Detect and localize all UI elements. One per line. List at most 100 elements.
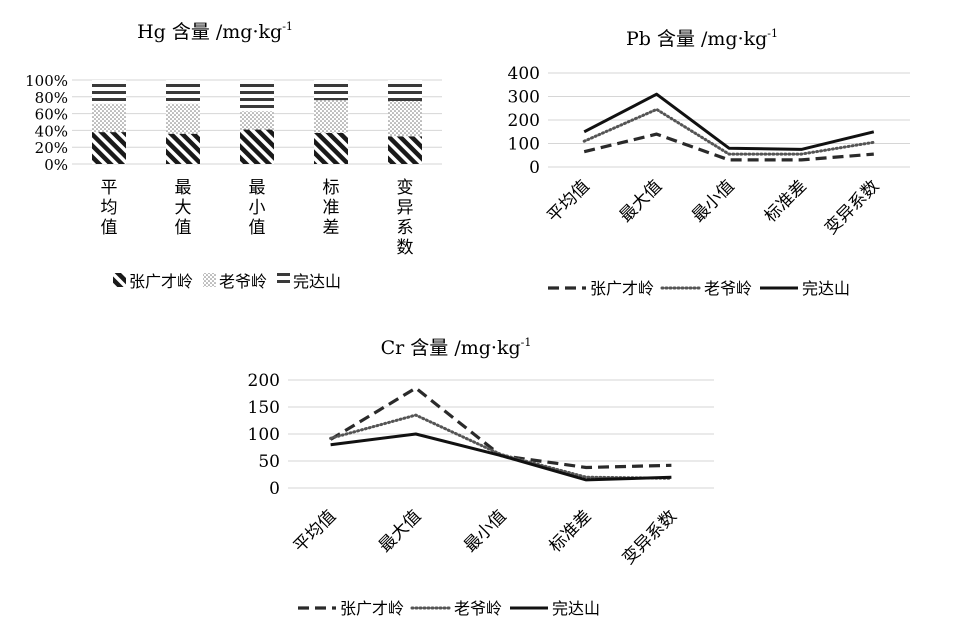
hg-bar-2-2	[240, 80, 274, 112]
hg-bar-1-4	[388, 101, 422, 137]
cr-chart: Cr 含量 /mg·kg-1 0 50 100 150 200 平均值 最大值 最小值 标准差…	[248, 336, 714, 618]
hg-x-tick-char: 值	[101, 218, 118, 238]
pb-series-lines	[582, 92, 876, 162]
hg-bar-2-0	[92, 80, 126, 104]
hg-x-tick-char: 异	[397, 198, 414, 218]
cr-y-tick-label: 100	[248, 425, 280, 445]
pb-y-tick-label: 300	[508, 88, 540, 108]
cr-x-axis-ticks: 平均值 最大值 最小值 标准差 变异系数	[290, 506, 681, 568]
pb-x-axis-ticks: 平均值 最大值 最小值 标准差 变异系数	[544, 176, 884, 238]
pb-y-axis-ticks: 0 100 200 300 400	[508, 64, 540, 178]
hg-chart-title-sup: -1	[282, 20, 293, 33]
pb-y-tick-label: 0	[529, 158, 540, 178]
hg-legend-label-2: 完达山	[293, 272, 341, 291]
hg-bars	[92, 80, 422, 164]
cr-series-line-1	[329, 413, 673, 480]
hg-legend-swatch-1	[203, 273, 216, 287]
hg-bar-2-3	[314, 80, 348, 101]
cr-x-tick-label: 变异系数	[619, 506, 681, 568]
cr-gridlines	[288, 379, 714, 489]
hg-x-tick-char: 最	[175, 178, 192, 198]
hg-y-tick-label: 40%	[35, 122, 68, 140]
hg-legend-swatch-0	[113, 273, 126, 287]
pb-x-tick-label: 变异系数	[821, 176, 883, 238]
cr-legend-label-2: 完达山	[552, 599, 600, 618]
pb-chart: Pb 含量 /mg·kg-1 0 100 200 300 400 平均值 最大值 最小值 标准…	[508, 27, 910, 298]
cr-series-lines	[329, 386, 673, 482]
pb-chart-title-main: Pb 含量 /mg·kg	[626, 28, 767, 50]
cr-x-tick-label: 最小值	[460, 506, 510, 556]
hg-y-axis-ticks: 0%20%40%60%80%100%	[25, 72, 68, 174]
hg-bar-2-1	[166, 80, 200, 104]
hg-y-tick-label: 60%	[35, 106, 68, 124]
hg-x-tick-char: 差	[323, 218, 340, 238]
hg-bar-1-2	[240, 111, 274, 130]
pb-legend-label-1: 老爷岭	[704, 279, 752, 298]
pb-x-tick-label: 标准差	[761, 176, 811, 226]
hg-x-tick-char: 均	[101, 198, 118, 218]
hg-x-tick-char: 值	[249, 218, 266, 238]
pb-chart-title-sup: -1	[767, 27, 778, 40]
pb-series-line-1	[582, 107, 876, 156]
hg-x-tick-char: 变	[397, 178, 414, 198]
cr-series-line-2	[330, 432, 672, 482]
pb-chart-title: Pb 含量 /mg·kg-1	[626, 27, 778, 50]
pb-x-tick-label: 平均值	[544, 176, 594, 226]
pb-x-tick-label: 最小值	[688, 176, 738, 226]
pb-legend-label-2: 完达山	[802, 279, 850, 298]
pb-y-tick-label: 100	[508, 135, 540, 155]
hg-x-tick-char: 准	[323, 198, 340, 218]
hg-y-tick-label: 100%	[25, 72, 68, 90]
hg-x-tick-char: 数	[397, 238, 414, 258]
pb-y-tick-label: 400	[508, 64, 540, 84]
cr-y-axis-ticks: 0 50 100 150 200	[248, 371, 280, 499]
hg-chart-title: Hg 含量 /mg·kg-1	[137, 20, 293, 43]
hg-chart: Hg 含量 /mg·kg-1 0%20%40%60%80%100% 平均值最大值…	[25, 20, 442, 291]
hg-x-tick-char: 大	[175, 198, 192, 218]
hg-legend: 张广才岭 老爷岭 完达山	[113, 272, 341, 291]
cr-x-tick-label: 最大值	[375, 506, 425, 556]
hg-x-tick-char: 平	[101, 178, 118, 198]
cr-y-tick-label: 200	[248, 371, 280, 391]
pb-x-tick-label: 最大值	[616, 176, 666, 226]
hg-legend-label-0: 张广才岭	[129, 272, 193, 291]
hg-bar-1-3	[314, 100, 348, 133]
hg-bar-0-2	[240, 129, 274, 164]
hg-bar-0-1	[166, 133, 200, 164]
hg-y-tick-label: 20%	[35, 139, 68, 157]
hg-x-tick-char: 系	[397, 218, 414, 238]
hg-x-tick-char: 标	[323, 178, 340, 198]
hg-y-tick-label: 80%	[35, 89, 68, 107]
hg-bar-2-4	[388, 80, 422, 101]
pb-series-line-0	[583, 132, 874, 162]
cr-chart-title-main: Cr 含量 /mg·kg	[381, 337, 521, 359]
cr-chart-title: Cr 含量 /mg·kg-1	[381, 336, 532, 359]
hg-x-tick-char: 最	[249, 178, 266, 198]
cr-x-tick-label: 标准差	[546, 506, 596, 556]
hg-bar-1-0	[92, 103, 126, 133]
hg-x-tick-char: 值	[175, 218, 192, 238]
cr-x-tick-label: 平均值	[290, 506, 340, 556]
pb-legend-label-0: 张广才岭	[590, 279, 654, 298]
cr-legend: 张广才岭 老爷岭 完达山	[298, 599, 600, 618]
hg-legend-swatch-2	[277, 273, 290, 287]
cr-y-tick-label: 0	[269, 479, 280, 499]
hg-legend-label-1: 老爷岭	[219, 272, 267, 291]
cr-chart-title-sup: -1	[521, 336, 532, 349]
pb-series-line-2	[583, 92, 875, 151]
pb-y-tick-label: 200	[508, 111, 540, 131]
pb-gridlines	[548, 72, 910, 168]
cr-y-tick-label: 150	[248, 398, 280, 418]
cr-y-tick-label: 50	[258, 452, 280, 472]
pb-legend: 张广才岭 老爷岭 完达山	[548, 279, 850, 298]
hg-bar-0-0	[92, 132, 126, 164]
cr-legend-label-0: 张广才岭	[340, 599, 404, 618]
hg-bar-1-1	[166, 103, 200, 134]
hg-y-tick-label: 0%	[44, 156, 68, 174]
hg-chart-title-main: Hg 含量 /mg·kg	[137, 21, 282, 43]
hg-bar-0-3	[314, 132, 348, 164]
hg-bar-0-4	[388, 136, 422, 164]
cr-legend-label-1: 老爷岭	[454, 599, 502, 618]
